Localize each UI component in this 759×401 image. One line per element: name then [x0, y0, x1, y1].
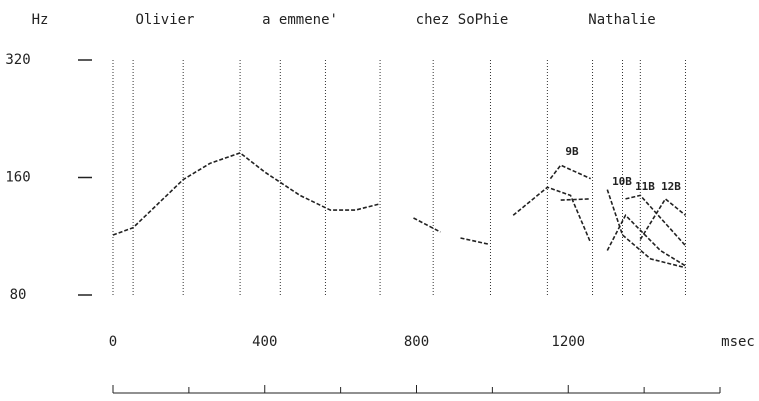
- x-tick-label: 800: [404, 334, 429, 350]
- pitch-contour: [413, 217, 441, 233]
- x-tick-label: 400: [252, 334, 277, 350]
- pitch-contour: [606, 189, 686, 269]
- pitch-contour: [549, 164, 591, 180]
- word-label: a emmene': [262, 12, 338, 28]
- annotation: 11B: [635, 180, 655, 193]
- y-axis-label: Hz: [32, 12, 49, 28]
- annotation: 9B: [565, 145, 579, 158]
- pitch-contour: [112, 152, 381, 236]
- y-tick-label: 80: [10, 287, 27, 303]
- word-label: Olivier: [135, 12, 194, 28]
- x-tick-label: 0: [109, 334, 117, 350]
- word-label: chez SoPhie: [416, 12, 509, 28]
- pitch-contour: [639, 197, 687, 240]
- word-label: Nathalie: [588, 12, 655, 28]
- pitch-contour: [560, 198, 591, 201]
- pitch-contour: [460, 237, 489, 245]
- x-tick-label: 1200: [551, 334, 585, 350]
- pitch-contour: [512, 186, 592, 243]
- annotation: 12B: [661, 180, 681, 193]
- y-tick-label: 320: [5, 52, 30, 68]
- pitch-contour: [606, 213, 686, 267]
- x-axis-label: msec: [721, 334, 755, 350]
- y-tick-label: 160: [5, 170, 30, 186]
- annotation: 10B: [612, 175, 632, 188]
- pitch-contour: [625, 194, 687, 247]
